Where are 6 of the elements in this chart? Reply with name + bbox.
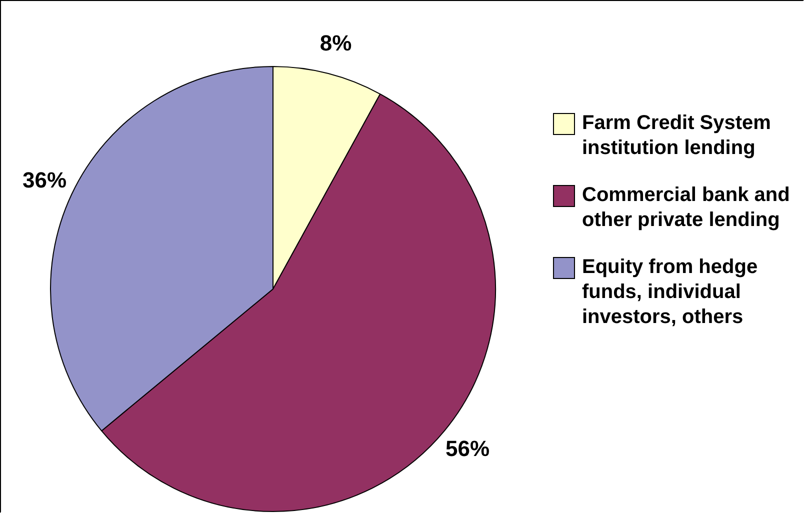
legend-label: Farm Credit System institution lending	[582, 111, 772, 161]
legend-label: Equity from hedge funds, individual investors, others	[582, 255, 759, 330]
data-label: 36%	[22, 168, 67, 193]
legend-label: Commercial bank and other private lending	[582, 183, 791, 233]
data-label: 56%	[446, 436, 490, 462]
data-label: 8%	[320, 30, 352, 56]
